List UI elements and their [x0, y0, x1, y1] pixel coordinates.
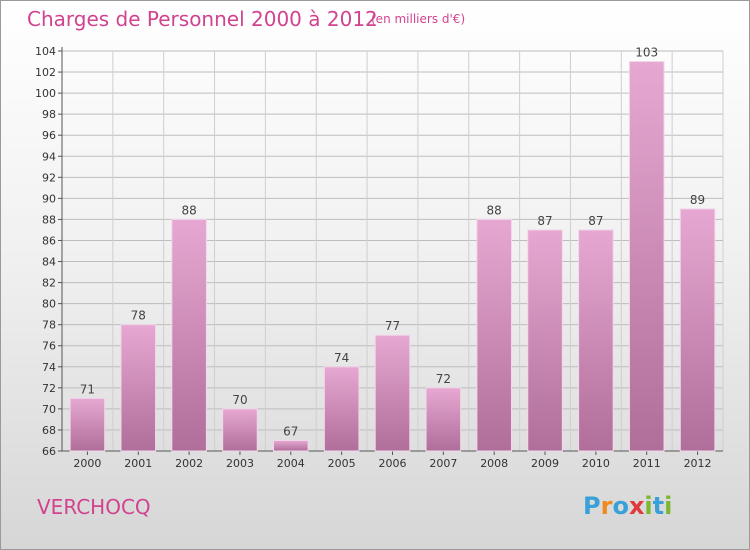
bar: [476, 218, 512, 452]
data-label: 89: [690, 193, 705, 207]
y-tick-label: 80: [42, 298, 56, 311]
y-tick-label: 102: [35, 66, 56, 79]
y-tick-label: 94: [42, 150, 56, 163]
data-label: 74: [334, 351, 349, 365]
data-label: 103: [635, 46, 658, 60]
x-tick-label: 2005: [328, 457, 356, 470]
data-label: 88: [181, 203, 196, 217]
y-tick-label: 76: [42, 340, 56, 353]
x-tick-label: 2011: [633, 457, 661, 470]
y-tick-label: 70: [42, 403, 56, 416]
x-tick-label: 2007: [429, 457, 457, 470]
bar: [527, 229, 563, 452]
bars: [69, 61, 716, 452]
y-tick-label: 78: [42, 319, 56, 332]
bar: [171, 218, 207, 452]
chart-subtitle: (en milliers d'€): [371, 12, 466, 26]
x-tick-label: 2001: [124, 457, 152, 470]
y-tick-label: 68: [42, 424, 56, 437]
y-tick-label: 104: [35, 45, 56, 58]
x-tick-label: 2004: [277, 457, 305, 470]
proxiti-logo: Proxiti: [583, 492, 673, 520]
bar: [69, 397, 106, 452]
y-tick-label: 100: [35, 87, 56, 100]
y-tick-label: 72: [42, 382, 56, 395]
data-label: 72: [436, 372, 451, 386]
commune-name: VERCHOCQ: [37, 495, 151, 519]
y-tick-label: 74: [42, 361, 56, 374]
bar: [679, 208, 716, 452]
y-tick-label: 98: [42, 108, 56, 121]
x-tick-label: 2010: [582, 457, 610, 470]
x-tick-label: 2012: [684, 457, 712, 470]
labels: 71 2000 78 2001 88 2002 70 2003 67 2004 74 2005 77 20…: [73, 46, 711, 470]
bar: [578, 229, 614, 452]
y-tick-label: 90: [42, 192, 56, 205]
x-tick-label: 2008: [480, 457, 508, 470]
y-tick-label: 82: [42, 277, 56, 290]
bar: [222, 408, 258, 452]
bar: [323, 366, 360, 452]
data-label: 71: [80, 382, 95, 396]
bar: [628, 61, 665, 452]
bar: [273, 439, 309, 452]
x-tick-label: 2006: [379, 457, 407, 470]
bar: [425, 387, 462, 452]
data-label: 78: [131, 309, 146, 323]
x-tick-label: 2009: [531, 457, 559, 470]
data-label: 67: [283, 424, 298, 438]
x-tick-label: 2003: [226, 457, 254, 470]
data-label: 88: [487, 203, 502, 217]
data-label: 70: [232, 393, 247, 407]
bar: [374, 334, 411, 452]
y-tick-label: 86: [42, 234, 56, 247]
chart-title: Charges de Personnel 2000 à 2012: [27, 7, 378, 31]
y-tick-label: 84: [42, 256, 56, 269]
y-tick-label: 96: [42, 129, 56, 142]
x-tick-label: 2002: [175, 457, 203, 470]
data-label: 87: [537, 214, 552, 228]
y-tick-label: 88: [42, 213, 56, 226]
y-tick-label: 66: [42, 445, 56, 458]
y-tick-label: 92: [42, 171, 56, 184]
x-tick-label: 2000: [73, 457, 101, 470]
data-label: 87: [588, 214, 603, 228]
bar: [120, 324, 157, 452]
data-label: 77: [385, 319, 400, 333]
